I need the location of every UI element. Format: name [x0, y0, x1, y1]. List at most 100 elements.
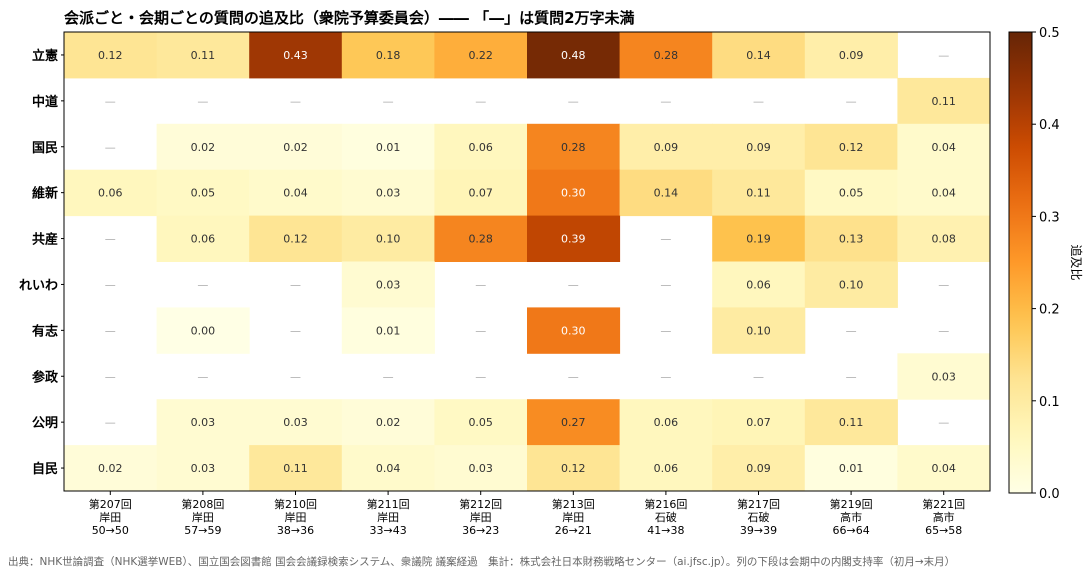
cell-missing-label: — — [105, 95, 116, 108]
cell-fill — [156, 123, 250, 171]
column-label-line: 第212回 — [459, 497, 502, 511]
column-label-line: 岸田 — [99, 511, 121, 524]
colorbar-label: 追及比 — [1069, 244, 1084, 280]
cell-value-label: 0.02 — [283, 141, 308, 154]
heatmap-cell: 0.01 — [804, 445, 898, 492]
cell-fill — [156, 399, 250, 446]
heatmap-cell: 0.11 — [712, 169, 806, 217]
column-label-line: 石破 — [748, 510, 770, 524]
heatmap-cell: — — [475, 278, 486, 291]
cell-value-label: 0.11 — [283, 462, 308, 475]
cell-fill — [712, 445, 806, 492]
column-label-line: 第221回 — [922, 497, 965, 511]
cell-fill — [619, 399, 713, 446]
cell-fill — [712, 399, 806, 446]
cell-value-label: 0.12 — [561, 462, 586, 475]
cell-missing-label: — — [290, 324, 301, 337]
cell-value-label: 0.07 — [746, 416, 771, 429]
heatmap-cell: 0.11 — [156, 32, 250, 79]
colorbar: 0.0 0.1 0.2 0.3 0.4 0.5 追及比 — [1008, 26, 1084, 502]
cell-missing-label: — — [568, 370, 579, 383]
cell-missing-label: — — [105, 278, 116, 291]
cell-fill — [712, 32, 806, 79]
cell-value-label: 0.28 — [468, 233, 493, 246]
cell-fill — [156, 169, 250, 217]
column-label-line: 第207回 — [89, 497, 132, 511]
column-label-line: 39→39 — [740, 524, 777, 537]
cell-value-label: 0.22 — [468, 49, 493, 62]
heatmap-cell: 0.39 — [527, 215, 621, 262]
cell-value-label: 0.48 — [561, 49, 586, 62]
colorbar-tick-label: 0.2 — [1039, 303, 1060, 318]
cell-missing-label: — — [753, 95, 764, 108]
heatmap-cell: — — [105, 278, 116, 291]
cell-fill — [804, 215, 898, 262]
cell-fill — [527, 399, 621, 446]
heatmap-cell: — — [197, 370, 208, 383]
heatmap-cell: — — [938, 416, 949, 429]
heatmap-cell: — — [290, 370, 301, 383]
heatmap-cell: 0.01 — [341, 123, 435, 171]
heatmap-cell: 0.11 — [804, 399, 898, 446]
column-label-line: 第210回 — [274, 497, 317, 511]
heatmap-cell: 0.09 — [712, 123, 806, 171]
cell-value-label: 0.11 — [931, 95, 956, 108]
row-label: 立憲 — [32, 48, 58, 64]
heatmap-cell: — — [197, 278, 208, 291]
heatmap-cell: 0.08 — [897, 215, 991, 262]
cell-missing-label: — — [475, 370, 486, 383]
cell-missing-label: — — [568, 278, 579, 291]
row-label: 参政 — [32, 369, 59, 385]
cell-value-label: 0.02 — [98, 462, 123, 475]
cell-value-label: 0.12 — [839, 141, 864, 154]
heatmap-cell: — — [105, 141, 116, 154]
colorbar-tick-label: 0.4 — [1039, 118, 1060, 133]
column-label-line: 66→64 — [832, 524, 869, 537]
heatmap-cell: 0.03 — [897, 353, 991, 400]
heatmap-cell: 0.28 — [527, 123, 621, 171]
heatmap-cell: 0.07 — [434, 169, 528, 217]
heatmap-cell: 0.12 — [64, 32, 158, 79]
heatmap-cell: 0.04 — [897, 123, 991, 171]
cell-missing-label: — — [290, 95, 301, 108]
cell-fill — [897, 123, 991, 171]
heatmap-cell: 0.19 — [712, 215, 806, 262]
heatmap-cell: 0.02 — [156, 123, 250, 171]
heatmap-cell: 0.04 — [897, 169, 991, 217]
cell-fill — [434, 215, 528, 262]
heatmap-cell: 0.12 — [527, 445, 621, 492]
column-label-line: 高市 — [840, 510, 862, 524]
cell-fill — [249, 32, 343, 79]
cell-fill — [712, 169, 806, 217]
cell-value-label: 0.06 — [98, 187, 123, 200]
heatmap-cell: 0.03 — [156, 399, 250, 446]
cell-value-label: 0.06 — [654, 462, 679, 475]
cell-fill — [434, 123, 528, 171]
heatmap-cell: — — [846, 324, 857, 337]
cell-fill — [341, 307, 435, 354]
cell-value-label: 0.27 — [561, 416, 586, 429]
cell-value-label: 0.14 — [746, 49, 771, 62]
heatmap-cell: 0.05 — [156, 169, 250, 217]
cell-value-label: 0.09 — [654, 141, 679, 154]
cell-fill — [712, 215, 806, 262]
cell-fill — [64, 445, 158, 492]
heatmap-cell: 0.03 — [156, 445, 250, 492]
column-label-line: 第213回 — [552, 497, 595, 511]
cell-fill — [804, 445, 898, 492]
heatmap-cell: 0.14 — [712, 32, 806, 79]
heatmap-cell: — — [846, 370, 857, 383]
cell-value-label: 0.03 — [468, 462, 493, 475]
column-label-line: 岸田 — [192, 511, 214, 524]
heatmap-cell: 0.04 — [897, 445, 991, 492]
heatmap-cell: 0.11 — [897, 77, 991, 125]
cell-value-label: 0.28 — [654, 49, 679, 62]
cell-missing-label: — — [660, 233, 671, 246]
cell-value-label: 0.07 — [468, 187, 493, 200]
heatmap-cell: — — [475, 370, 486, 383]
heatmap-cell: 0.10 — [712, 307, 806, 354]
cell-value-label: 0.01 — [376, 324, 401, 337]
cell-fill — [434, 399, 528, 446]
cell-value-label: 0.04 — [931, 187, 956, 200]
